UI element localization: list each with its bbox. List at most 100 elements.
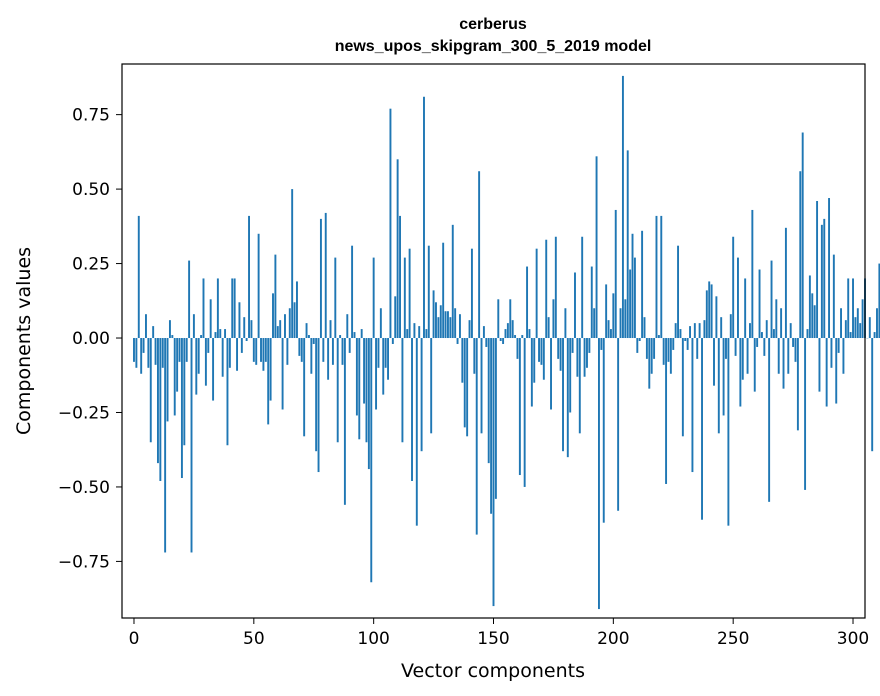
bar [478,171,481,339]
x-axis-label: Vector components [401,660,585,682]
bar [789,323,792,339]
bar [353,332,356,339]
bar [209,299,212,339]
bar [439,305,442,339]
x-tick-label: 150 [477,629,509,649]
bar [813,305,816,339]
bar [871,338,874,452]
y-tick-label: 0.50 [72,180,110,200]
bar [708,281,711,339]
bar [741,338,744,380]
bar [705,290,708,339]
bar [384,338,387,368]
bar [142,338,145,353]
bar [154,338,157,365]
bar [418,326,421,339]
bar [550,338,552,410]
bar [605,284,608,339]
bar [296,281,298,339]
bar [336,338,339,443]
y-tick-label: 0.25 [72,255,110,275]
bar [679,329,682,339]
bar [315,338,318,452]
bar [188,260,191,339]
bar [197,338,200,374]
bar [288,308,291,339]
bar [423,96,425,339]
x-tick-label: 300 [837,629,869,649]
bar [554,236,557,339]
bar [463,338,466,428]
bar [588,338,591,353]
bar [372,257,375,339]
bar [370,338,373,583]
bar [859,323,862,339]
bar [238,302,241,339]
bar [427,245,430,339]
y-tick-label: −0.50 [58,478,110,498]
bar [696,338,699,359]
bar [600,338,603,350]
bar [595,156,598,339]
bar [830,338,833,368]
bar [655,215,658,339]
bar [801,132,804,339]
bar [391,338,394,344]
bar [533,338,536,383]
bar [307,335,310,339]
bar [876,308,878,339]
bar [782,338,785,389]
bar [794,338,797,362]
bar [267,338,270,425]
bar [415,338,418,526]
bar [437,317,440,339]
bar [732,236,735,339]
bar [542,338,545,380]
bar [780,308,783,339]
bar [164,338,167,553]
bar [195,338,198,395]
bar [552,299,555,339]
bar [475,338,478,535]
bar [346,314,349,339]
bar [214,332,217,339]
bar [756,338,759,347]
bar [521,335,524,339]
bar [312,338,315,344]
bar [669,338,672,374]
bar [485,338,488,347]
bar [420,338,423,452]
bar [763,338,766,356]
bar [784,227,787,339]
bar [701,338,703,520]
bar [458,314,461,339]
bar [787,338,790,374]
bar [806,329,809,339]
bar [327,338,330,380]
bar [245,338,248,341]
bar [856,308,859,339]
bar [152,326,155,339]
bar [430,338,433,434]
bar [173,338,176,416]
bar [262,338,265,371]
bar [324,212,327,339]
bar [212,338,215,401]
bar [574,272,576,339]
bar [835,338,838,404]
bar [171,335,174,339]
bar [737,257,739,339]
bar [204,338,207,386]
bar [492,338,495,607]
bar [161,338,164,368]
bar [334,257,337,339]
bar [279,320,282,339]
bar [626,150,629,339]
bar [538,338,540,362]
bar [300,338,303,362]
bar [617,338,620,511]
bar [451,224,454,339]
bar [298,338,301,356]
bar [674,323,677,339]
